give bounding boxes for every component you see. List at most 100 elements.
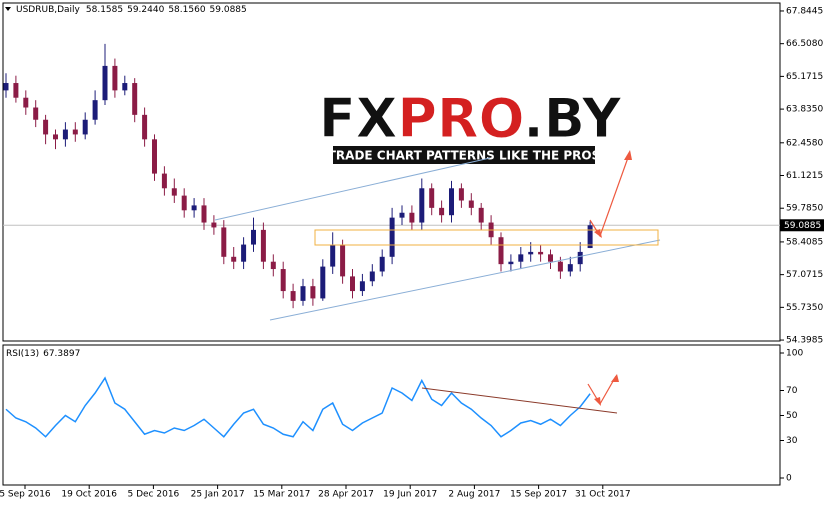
candle-body xyxy=(62,129,68,140)
candle-body xyxy=(181,195,187,211)
candle-body xyxy=(53,134,58,140)
candle-body xyxy=(508,261,514,265)
candle-body xyxy=(260,229,266,262)
candle-body xyxy=(72,129,78,135)
resistance-zone xyxy=(314,229,659,246)
candle-body xyxy=(429,188,435,208)
chart-header: USDRUB,Daily 58.1585 59.2440 58.1560 59.0885 xyxy=(16,5,247,15)
candle-body xyxy=(557,261,563,272)
high-label: 59.2440 xyxy=(127,5,164,15)
candle-body xyxy=(359,281,365,292)
y-tick-label: 55.7350 xyxy=(786,303,823,313)
x-tick-label: 19 Oct 2016 xyxy=(61,490,117,500)
candle-body xyxy=(528,251,534,255)
logo-by: .BY xyxy=(523,87,622,150)
drawings xyxy=(214,150,661,414)
candle-body xyxy=(330,244,336,267)
candle-body xyxy=(270,261,276,270)
close-label: 59.0885 xyxy=(210,5,247,15)
y-tick-label: 100 xyxy=(786,349,803,359)
y-tick-label: 63.8350 xyxy=(786,105,823,115)
candle-body xyxy=(498,237,504,265)
x-tick-label: 5 Sep 2016 xyxy=(0,490,51,500)
candle-body xyxy=(211,222,217,228)
candle-body xyxy=(538,251,544,255)
candle-body xyxy=(191,205,197,211)
candle-body xyxy=(577,251,583,265)
open-label: 58.1585 xyxy=(86,5,123,15)
x-tick-label: 15 Sep 2017 xyxy=(510,490,567,500)
candle-body xyxy=(399,212,405,218)
candle-body xyxy=(468,200,474,208)
symbol: USDRUB,Daily xyxy=(16,5,81,15)
rsi-name: RSI(13) xyxy=(6,349,39,359)
candle-body xyxy=(152,139,157,174)
x-tick-label: 25 Jan 2017 xyxy=(191,490,245,500)
current-price-label: 59.0885 xyxy=(784,221,821,231)
candle-body xyxy=(122,83,128,91)
current-price-bg xyxy=(780,219,824,232)
candle-body xyxy=(280,269,286,292)
candle-body xyxy=(310,286,316,299)
candle-body xyxy=(241,244,247,262)
candle-body xyxy=(389,217,395,257)
y-tick-label: 70 xyxy=(786,386,798,396)
y-tick-label: 66.5080 xyxy=(786,39,823,49)
x-tick-label: 5 Dec 2016 xyxy=(128,490,180,500)
candle-body xyxy=(251,229,256,245)
candle-body xyxy=(221,227,227,257)
y-tick-label: 0 xyxy=(786,474,792,484)
arrow-head xyxy=(594,397,601,406)
rsi-value: 67.3897 xyxy=(43,349,80,359)
y-tick-label: 59.7850 xyxy=(786,204,823,214)
candle-body xyxy=(161,173,167,189)
menu-triangle[interactable] xyxy=(5,7,11,11)
y-tick-label: 61.1215 xyxy=(786,171,823,181)
candle-body xyxy=(102,65,108,101)
logo-pro: PRO xyxy=(397,87,523,150)
arrow-head xyxy=(611,374,619,382)
candle-body xyxy=(142,114,148,140)
candle-body xyxy=(409,212,415,223)
rsi-trendline xyxy=(421,387,618,414)
candle-body xyxy=(23,97,29,108)
x-tick-label: 2 Aug 2017 xyxy=(448,490,500,500)
x-tick-label: 31 Oct 2017 xyxy=(575,490,631,500)
x-tick-label: 19 Jun 2017 xyxy=(383,490,437,500)
candle-body xyxy=(439,207,445,216)
candle-body xyxy=(112,65,118,91)
logo-fx: FX xyxy=(319,87,398,150)
y-tick-label: 62.4580 xyxy=(786,138,823,148)
candle-body xyxy=(320,266,326,299)
candle-body xyxy=(518,254,524,262)
y-tick-label: 30 xyxy=(786,436,798,446)
candle-body xyxy=(82,119,88,135)
candle-body xyxy=(3,83,9,91)
candle-body xyxy=(478,207,484,223)
candle-body xyxy=(300,286,306,301)
channel-lower xyxy=(269,239,661,321)
watermark-tagline: TRADE CHART PATTERNS LIKE THE PROS xyxy=(328,149,601,163)
candle-body xyxy=(171,188,177,196)
candle-body xyxy=(33,107,39,120)
candle-body xyxy=(201,205,207,223)
tagline-bg xyxy=(333,146,595,164)
watermark-logo: FXPRO.BY xyxy=(319,87,622,150)
candle-body xyxy=(340,244,346,277)
x-tick-label: 28 Apr 2017 xyxy=(318,490,374,500)
candle-body xyxy=(132,83,138,115)
rsi-panel xyxy=(2,344,781,486)
candle-body xyxy=(449,188,454,216)
candle-body xyxy=(379,256,385,272)
main-panel xyxy=(2,2,781,342)
y-tick-label: 65.1715 xyxy=(786,72,823,82)
x-tick-label: 15 Mar 2017 xyxy=(253,490,310,500)
candle-body xyxy=(458,188,464,201)
y-tick-label: 58.4085 xyxy=(786,237,823,247)
low-label: 58.1560 xyxy=(168,5,205,15)
rsi-header: RSI(13) 67.3897 xyxy=(6,349,80,359)
candle-body xyxy=(92,100,98,120)
channel-upper xyxy=(214,157,491,221)
